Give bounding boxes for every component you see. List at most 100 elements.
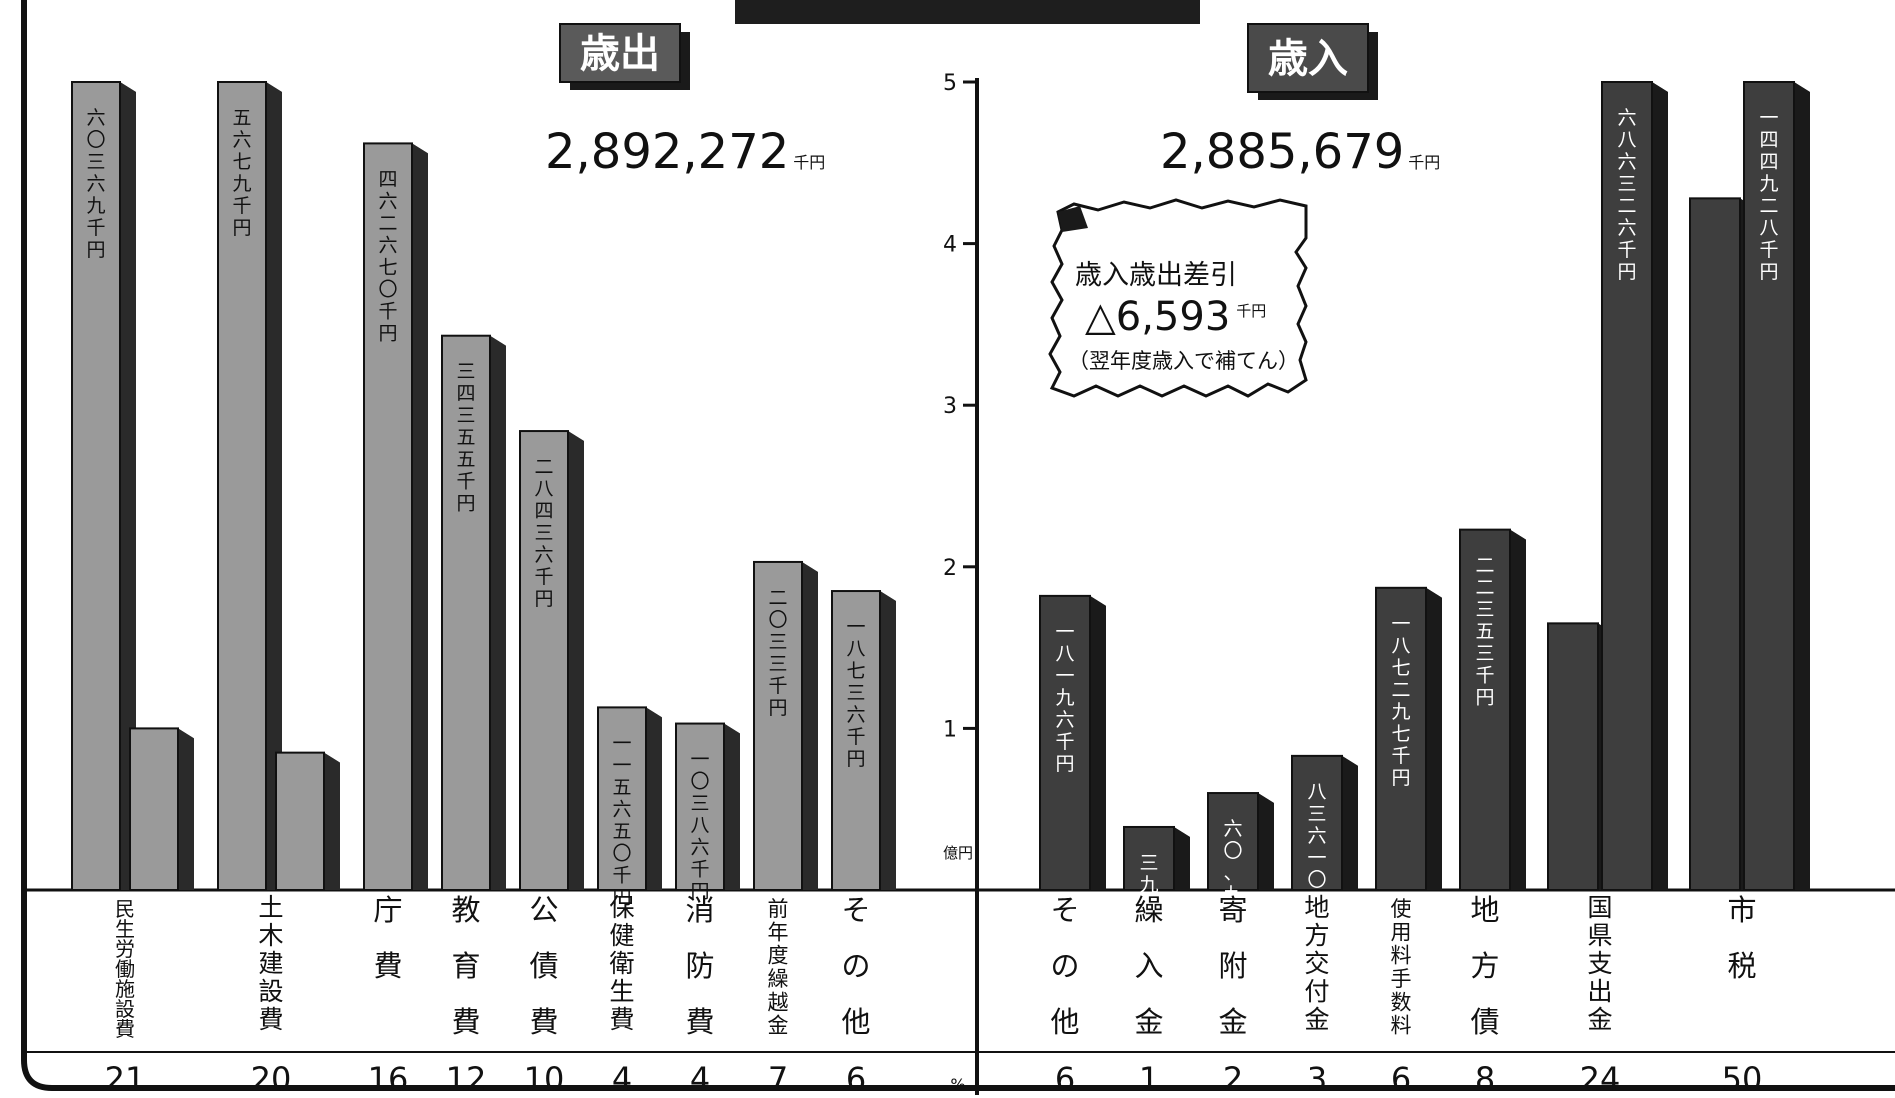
bar-side: [412, 143, 428, 890]
bar-side: [802, 561, 818, 890]
note-amount: △6,593 千円: [1085, 294, 1266, 340]
category-label: 公債費: [529, 893, 558, 1039]
bar-face: [363, 142, 413, 891]
bar-face: [597, 706, 647, 892]
bar-face: [1459, 528, 1511, 892]
percent-value: 7: [768, 1060, 788, 1098]
bar-side: [1510, 529, 1526, 890]
bar-face: [1689, 197, 1741, 892]
bar-face: [753, 560, 803, 892]
bar-value-label: 八三六一〇千円: [1307, 781, 1326, 935]
bar-face: [1375, 586, 1427, 891]
bar: 一八七三六千円: [831, 590, 896, 891]
bar-value-label: 一八七二九七千円: [1391, 613, 1410, 789]
category-label: 地方交付金: [1304, 893, 1329, 1034]
bar: 六〇、九七六千円: [1207, 792, 1274, 994]
bar-value-label: 一八七三六千円: [846, 616, 865, 770]
bar: 二八四三六千円: [519, 430, 584, 891]
bar-face: [1207, 792, 1259, 891]
category-label: 土木建設費: [258, 893, 283, 1034]
bar-side: [1090, 595, 1106, 890]
category-label: 保健衛生費: [609, 893, 634, 1034]
bar-face: [1743, 81, 1795, 891]
bar-value-label: 二二三五三千円: [1475, 555, 1494, 709]
category-label: 前年度繰越金: [768, 897, 789, 1038]
expenditure-total: 2,892,272 千円: [545, 124, 825, 180]
bar-side: [266, 82, 282, 890]
bar-value-label: 二〇三三千円: [768, 587, 787, 719]
bar: 二〇三三千円: [753, 560, 818, 892]
note-torn-paper: [1048, 198, 1308, 398]
bar-value-label: 五六七九千円: [232, 107, 251, 239]
note-line1: 歳入歳出差引: [1075, 260, 1237, 291]
bar: 八三六一〇千円: [1291, 754, 1358, 935]
bar-side: [646, 707, 662, 890]
revenue-title-badge: 歳入: [1247, 23, 1378, 100]
category-label: 国県支出金: [1587, 893, 1612, 1034]
bar: 五六七九千円: [217, 81, 282, 891]
percent-value: 4: [612, 1060, 632, 1098]
expenditure-total-value: 2,892,272: [545, 124, 789, 180]
bar-face: [217, 81, 267, 891]
bar: 一八七二九七千円: [1375, 586, 1442, 891]
expenditure-total-unit: 千円: [793, 153, 825, 172]
bar-face: [1547, 622, 1599, 891]
category-label: 民生労働施設費: [115, 897, 135, 1041]
category-label: 消防費: [685, 893, 714, 1039]
bar-value-label: 六〇三六九千円: [86, 107, 105, 261]
revenue-total-value: 2,885,679: [1160, 124, 1404, 180]
bar-side: [1794, 82, 1810, 890]
percent-value: 24: [1580, 1060, 1621, 1098]
bar-side: [568, 431, 584, 890]
bar: 四六二六七〇千円: [363, 142, 428, 891]
bar-value-label: 一〇三八六千円: [690, 749, 709, 903]
percent-value: 3: [1307, 1060, 1327, 1098]
bar: 三四三五五千円: [441, 334, 506, 892]
bar-value-label: 三九五五四千円: [1139, 852, 1158, 1006]
bar: 一四四九二八千円: [1743, 81, 1810, 891]
bar-side: [1174, 826, 1190, 890]
note-torn-corner: [1058, 206, 1088, 232]
category-label: 市税: [1727, 893, 1756, 983]
bar-side: [1342, 755, 1358, 890]
percent-value: 21: [105, 1060, 146, 1098]
bar-side: [1426, 587, 1442, 890]
percent-value: 50: [1722, 1060, 1763, 1098]
bar-side: [120, 82, 136, 890]
y-tick-label: 3: [943, 394, 957, 419]
revenue-total-unit: 千円: [1408, 153, 1440, 172]
bars: 六〇三六九千円 五六七九千円 四六二六七〇千円三四三五五千円二八四三六千円一一五六五…: [71, 81, 1810, 1006]
bar: [129, 727, 194, 892]
percent-row: 21 20 16 12 10 4 4 7 6 6 1 2 3 6 8 24 50%: [105, 1060, 1763, 1098]
y-axis: 1 2 3 4 5 億円: [943, 71, 977, 862]
percent-value: 6: [846, 1060, 866, 1098]
y-tick-label: 4: [943, 233, 957, 258]
bar-face: [1123, 825, 1175, 892]
percent-value: 10: [524, 1060, 565, 1098]
y-tick-label: 2: [943, 556, 957, 581]
y-tick-label: 5: [943, 71, 957, 96]
revenue-total: 2,885,679 千円: [1160, 124, 1440, 180]
category-label: 庁費: [373, 893, 402, 983]
bar: [275, 751, 340, 892]
category-label: 繰入金: [1134, 893, 1163, 1039]
bar-face: [675, 722, 725, 891]
bar-face: [71, 81, 121, 891]
category-label: 地方債: [1470, 893, 1499, 1039]
bar-face: [1039, 594, 1091, 891]
category-label: 寄附金: [1218, 893, 1247, 1039]
bar: 一一五六五〇千円: [597, 706, 662, 908]
bar-side: [1258, 793, 1274, 890]
category-label: 使用料手数料: [1391, 897, 1412, 1038]
bar: 三九五五四千円: [1123, 825, 1190, 1006]
percent-value: 20: [251, 1060, 292, 1098]
note-line3: （翌年度歳入で補てん）: [1068, 349, 1299, 373]
y-axis-unit: 億円: [943, 844, 973, 862]
bar-face: [129, 727, 179, 892]
top-title-plate: [735, 0, 1200, 24]
expenditure-title-badge: 歳出: [559, 23, 690, 90]
bar-side: [1652, 82, 1668, 890]
percent-value: 4: [690, 1060, 710, 1098]
category-label: その他: [1050, 893, 1079, 1039]
